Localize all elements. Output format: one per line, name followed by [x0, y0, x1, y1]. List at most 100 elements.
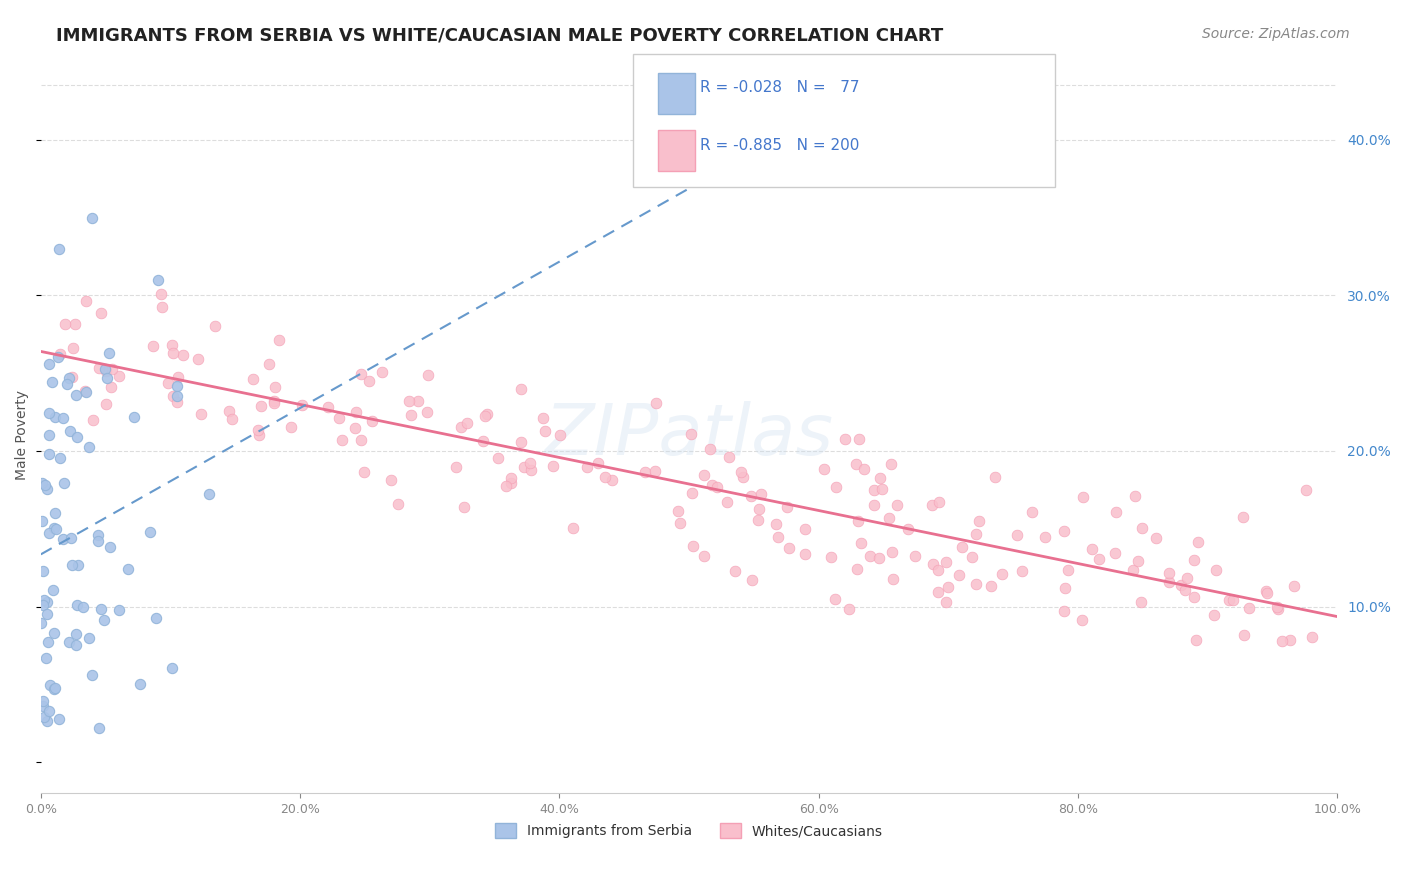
Point	[190, 408, 212, 422]
Point	[370, 365, 392, 379]
Point	[60, 558, 83, 572]
Point	[904, 549, 927, 564]
Point	[267, 333, 290, 347]
Point	[344, 421, 367, 435]
Point	[52, 411, 75, 425]
Point	[634, 465, 657, 479]
Point	[45, 522, 67, 536]
Point	[520, 463, 543, 477]
Point	[38, 406, 60, 420]
Point	[600, 473, 623, 487]
Point	[55, 317, 77, 331]
Point	[247, 423, 270, 437]
Point	[48, 242, 70, 256]
Point	[166, 394, 188, 409]
Point	[32, 694, 55, 708]
Point	[1053, 604, 1076, 618]
Point	[845, 457, 868, 471]
Point	[1222, 592, 1244, 607]
Point	[82, 413, 104, 427]
Point	[94, 364, 117, 378]
Point	[749, 487, 772, 501]
Point	[862, 483, 884, 497]
Point	[34, 592, 56, 607]
Point	[87, 722, 110, 736]
Point	[593, 470, 616, 484]
Point	[66, 558, 89, 572]
Point	[122, 409, 145, 424]
Point	[778, 541, 800, 556]
Point	[702, 478, 724, 492]
Point	[58, 371, 80, 385]
Point	[922, 557, 945, 571]
Point	[897, 522, 920, 536]
Point	[316, 401, 339, 415]
Point	[34, 477, 56, 491]
Point	[150, 300, 173, 314]
Point	[37, 595, 59, 609]
Point	[38, 357, 60, 371]
Text: IMMIGRANTS FROM SERBIA VS WHITE/CAUCASIAN MALE POVERTY CORRELATION CHART: IMMIGRANTS FROM SERBIA VS WHITE/CAUCASIA…	[56, 27, 943, 45]
Point	[741, 573, 763, 587]
Point	[834, 432, 856, 446]
Point	[198, 487, 221, 501]
Point	[35, 651, 58, 665]
Point	[1011, 564, 1033, 578]
Point	[187, 352, 209, 367]
Point	[1071, 613, 1094, 627]
Point	[35, 607, 58, 621]
Point	[65, 638, 87, 652]
Point	[38, 428, 60, 442]
Point	[793, 547, 815, 561]
Point	[980, 579, 1002, 593]
Point	[880, 458, 903, 472]
Point	[44, 681, 66, 696]
Point	[453, 500, 475, 515]
Point	[499, 476, 522, 491]
Point	[291, 398, 314, 412]
Point	[879, 511, 901, 525]
Point	[48, 712, 70, 726]
Point	[1105, 505, 1128, 519]
Point	[1232, 510, 1254, 524]
Point	[94, 362, 117, 376]
Point	[733, 470, 755, 484]
Point	[350, 368, 373, 382]
Point	[160, 661, 183, 675]
Point	[94, 397, 117, 411]
Point	[765, 516, 787, 531]
Point	[716, 495, 738, 509]
Point	[257, 357, 280, 371]
Point	[145, 611, 167, 625]
Point	[1233, 628, 1256, 642]
Point	[31, 514, 53, 528]
Point	[58, 635, 80, 649]
Point	[793, 522, 815, 536]
Point	[160, 338, 183, 352]
Point	[1130, 521, 1153, 535]
Point	[1205, 563, 1227, 577]
Point	[330, 433, 353, 447]
Text: R = -0.885   N = 200: R = -0.885 N = 200	[700, 138, 859, 153]
Point	[162, 389, 184, 403]
Point	[1053, 581, 1076, 595]
Point	[928, 494, 950, 508]
Point	[1279, 633, 1302, 648]
Point	[1088, 552, 1111, 566]
Point	[38, 704, 60, 718]
Point	[42, 582, 65, 597]
Point	[967, 514, 990, 528]
Point	[1126, 554, 1149, 568]
Point	[101, 362, 124, 376]
Point	[42, 626, 65, 640]
Point	[247, 427, 270, 442]
Point	[96, 370, 118, 384]
Point	[1021, 505, 1043, 519]
Point	[149, 286, 172, 301]
Point	[1187, 535, 1209, 549]
Point	[948, 567, 970, 582]
Point	[65, 388, 87, 402]
Point	[73, 384, 96, 399]
Point	[75, 293, 97, 308]
Point	[44, 521, 66, 535]
